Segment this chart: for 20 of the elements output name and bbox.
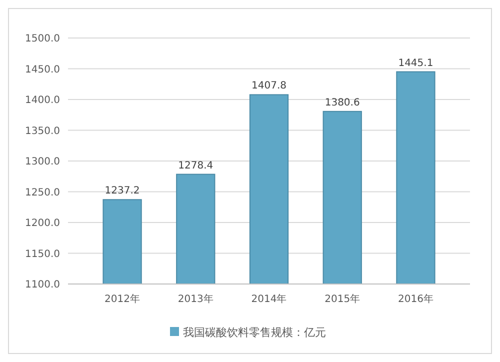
y-tick-label: 1450.0 — [25, 64, 60, 76]
y-tick-label: 1100.0 — [25, 280, 60, 290]
x-tick-label: 2016年 — [398, 293, 434, 305]
data-label: 1237.2 — [104, 186, 140, 197]
data-label: 1278.4 — [178, 160, 214, 172]
y-tick-label: 1250.0 — [25, 187, 60, 198]
y-tick-label: 1400.0 — [25, 95, 60, 106]
x-tick-label: 2013年 — [178, 293, 214, 305]
x-tick-label: 2014年 — [251, 293, 287, 305]
x-tick-label: 2012年 — [104, 293, 140, 305]
legend-label: 我国碳酸饮料零售规模：亿元 — [183, 326, 326, 339]
y-tick-label: 1350.0 — [25, 126, 60, 137]
data-label: 1380.6 — [324, 97, 360, 108]
x-tick-label: 2015年 — [324, 293, 360, 305]
y-tick-label: 1200.0 — [25, 218, 60, 229]
data-label: 1445.1 — [398, 58, 434, 69]
data-label: 1407.8 — [252, 80, 286, 92]
y-tick-label: 1500.0 — [25, 34, 60, 44]
y-tick-label: 1150.0 — [25, 248, 60, 260]
y-tick-label: 1300.0 — [25, 156, 60, 168]
